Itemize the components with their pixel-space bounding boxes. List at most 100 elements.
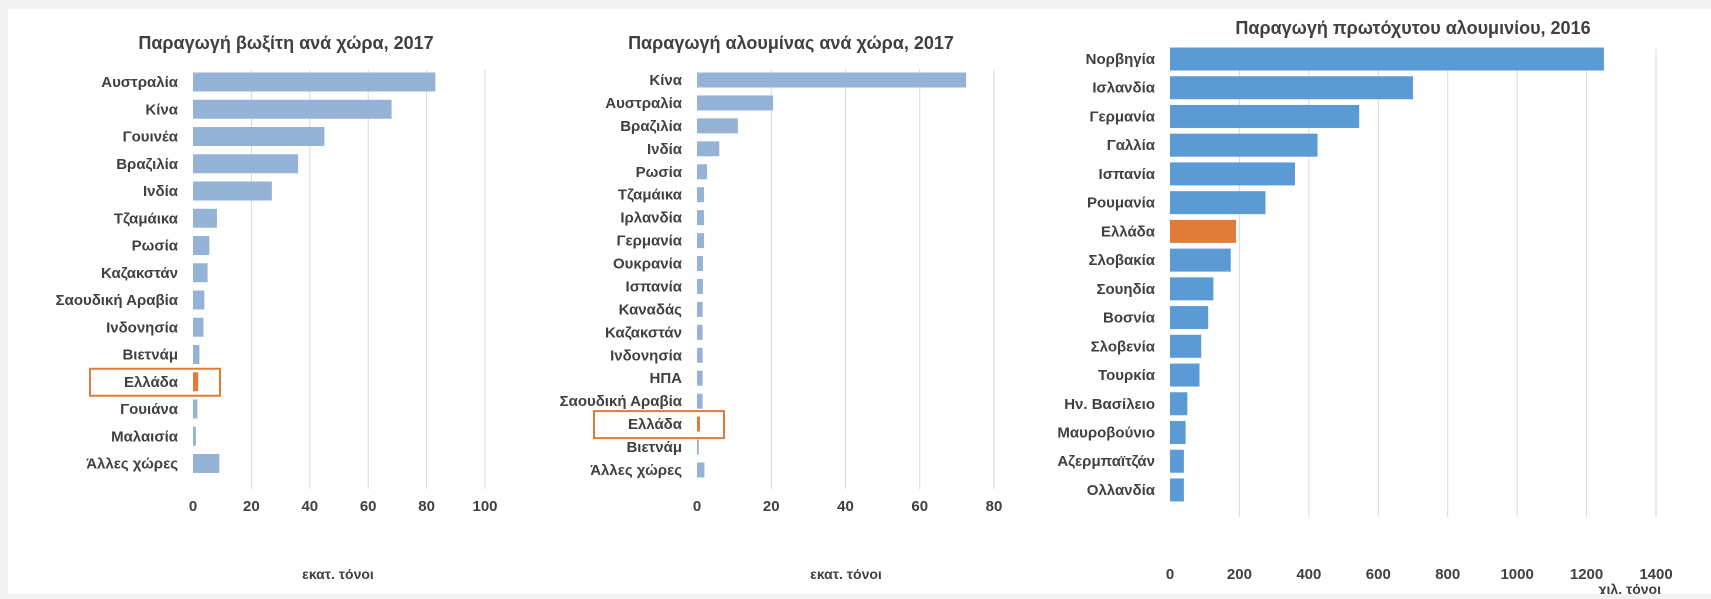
bar-ινδονησία [697, 347, 703, 363]
bar-γουινέα [193, 127, 325, 146]
bar-ουκρανία [697, 256, 703, 272]
x-tick-label-600: 600 [1366, 566, 1391, 583]
bar-βιετνάμ [697, 439, 699, 455]
charts-svg: Παραγωγή βωξίτη ανά χώρα, 2017 Αυστραλία Κ… [56, 18, 1673, 597]
category-label-ρουμανία: Ρουμανία [1087, 195, 1156, 212]
category-label-αζερμπαϊτζάν: Αζερμπαϊτζάν [1057, 453, 1155, 470]
category-label-ελλάδα: Ελλάδα [1101, 223, 1156, 240]
category-label-μαυροβούνιο: Μαυροβούνιο [1057, 424, 1155, 441]
bar-άλλες-χώρες [697, 462, 705, 478]
bar-τουρκία [1170, 363, 1200, 387]
category-label-τζαμάικα: Τζαμάικα [114, 210, 179, 227]
category-label-ολλανδία: Ολλανδία [1087, 482, 1156, 499]
bar-γερμανία [697, 233, 705, 249]
category-label-γερμανία: Γερμανία [616, 233, 682, 250]
x-axis-label: χιλ. τόνοι [1598, 581, 1661, 594]
bar-καναδάς [697, 301, 703, 317]
bar-αυστραλία [193, 72, 436, 92]
chart-3: Παραγωγή πρωτόχυτου αλουμινίου, 2016 Νορβ… [1057, 18, 1672, 597]
x-tick-label-400: 400 [1296, 566, 1321, 583]
x-tick-label-80: 80 [418, 498, 435, 515]
bar-ρουμανία [1170, 191, 1266, 215]
category-label-νορβηγία: Νορβηγία [1086, 51, 1156, 68]
bar-σαουδική-αραβία [697, 393, 703, 409]
bar-ινδονησία [193, 317, 204, 337]
bar-κίνα [697, 72, 967, 88]
bar-ελλάδα [1170, 219, 1236, 243]
x-tick-label-60: 60 [911, 498, 928, 515]
category-label-ελλάδα: Ελλάδα [628, 416, 683, 433]
bar-σλοβακία [1170, 248, 1231, 272]
bar-ελλάδα [193, 372, 199, 392]
bar-ην-βασίλειο [1170, 392, 1188, 416]
bar-γουιάνα [193, 399, 198, 419]
category-label-ινδία: Ινδία [143, 183, 179, 200]
chart-title: Παραγωγή αλουμίνας ανά χώρα, 2017 [628, 33, 954, 53]
bar-μαλαισία [193, 426, 196, 446]
bar-βιετνάμ [193, 345, 200, 364]
bar-τζαμάικα [697, 187, 705, 203]
x-tick-label-800: 800 [1435, 566, 1460, 583]
category-label-σλοβακία: Σλοβακία [1089, 252, 1156, 269]
category-label-βιετνάμ: Βιετνάμ [626, 439, 682, 456]
category-label-βιετνάμ: Βιετνάμ [122, 347, 178, 364]
category-label-σαουδική-αραβία: Σαουδική Αραβία [56, 292, 179, 309]
bar-σαουδική-αραβία [193, 290, 205, 310]
category-label-ην-βασίλειο: Ην. Βασίλειο [1064, 396, 1155, 413]
chart-title: Παραγωγή βωξίτη ανά χώρα, 2017 [138, 33, 433, 54]
category-label-βραζιλία: Βραζιλία [620, 118, 683, 135]
bar-ρωσία [697, 164, 708, 180]
x-tick-label-40: 40 [837, 498, 854, 515]
bar-γερμανία [1170, 104, 1360, 128]
category-label-τζαμάικα: Τζαμάικα [618, 187, 683, 204]
category-label-καναδάς: Καναδάς [619, 301, 683, 318]
chart-title: Παραγωγή πρωτόχυτου αλουμινίου, 2016 [1235, 18, 1590, 38]
bar-ρωσία [193, 236, 210, 255]
x-tick-label-200: 200 [1227, 566, 1252, 583]
x-tick-label-80: 80 [986, 498, 1003, 515]
x-tick-label-0: 0 [1166, 566, 1174, 583]
category-label-τουρκία: Τουρκία [1098, 367, 1156, 384]
bar-αυστραλία [697, 95, 774, 111]
category-label-ινδονησία: Ινδονησία [106, 319, 179, 336]
category-label-ινδία: Ινδία [647, 141, 683, 158]
bar-άλλες-χώρες [193, 454, 220, 473]
category-label-κίνα: Κίνα [145, 101, 178, 118]
bar-σλοβενία [1170, 334, 1202, 358]
category-label-βοσνία: Βοσνία [1103, 310, 1156, 327]
category-label-σουηδία: Σουηδία [1096, 281, 1155, 298]
bar-κίνα [193, 99, 392, 119]
chart-1: Παραγωγή βωξίτη ανά χώρα, 2017 Αυστραλία Κ… [56, 33, 498, 582]
x-tick-label-60: 60 [360, 498, 377, 515]
category-label-μαλαισία: Μαλαισία [111, 428, 179, 445]
x-tick-label-100: 100 [472, 498, 497, 515]
category-label-ρωσία: Ρωσία [132, 238, 179, 255]
category-label-ιρλανδία: Ιρλανδία [620, 210, 682, 227]
x-tick-label-1000: 1000 [1500, 566, 1533, 583]
bar-τζαμάικα [193, 208, 217, 228]
category-label-κίνα: Κίνα [649, 72, 682, 89]
x-axis-label: εκατ. τόνοι [302, 566, 374, 582]
category-label-ρωσία: Ρωσία [636, 164, 683, 181]
category-label-καζακστάν: Καζακστάν [101, 265, 178, 282]
x-tick-label-20: 20 [763, 498, 780, 515]
category-label-ισπανία: Ισπανία [1099, 166, 1156, 183]
bar-ινδία [697, 141, 720, 157]
highlight-box-ελλάδα [593, 410, 725, 440]
category-label-γουινέα: Γουινέα [123, 129, 179, 146]
category-label-ισλανδία: Ισλανδία [1092, 80, 1155, 97]
category-label-σλοβενία: Σλοβενία [1091, 338, 1156, 355]
bar-ινδία [193, 181, 272, 201]
bar-μαυροβούνιο [1170, 420, 1186, 444]
bar-ισπανία [697, 278, 703, 294]
chart-2: Παραγωγή αλουμίνας ανά χώρα, 2017 Κίνα Αυσ… [560, 33, 1003, 582]
bar-βραζιλία [193, 154, 299, 174]
bar-νορβηγία [1170, 47, 1604, 71]
bar-βραζιλία [697, 118, 738, 134]
category-label-ισπανία: Ισπανία [626, 278, 683, 295]
category-label-άλλες-χώρες: Άλλες χώρες [590, 462, 682, 479]
category-label-γουιάνα: Γουιάνα [120, 401, 179, 418]
bar-ελλάδα [697, 416, 700, 432]
category-label-γερμανία: Γερμανία [1089, 108, 1155, 125]
x-tick-label-1400: 1400 [1639, 566, 1672, 583]
